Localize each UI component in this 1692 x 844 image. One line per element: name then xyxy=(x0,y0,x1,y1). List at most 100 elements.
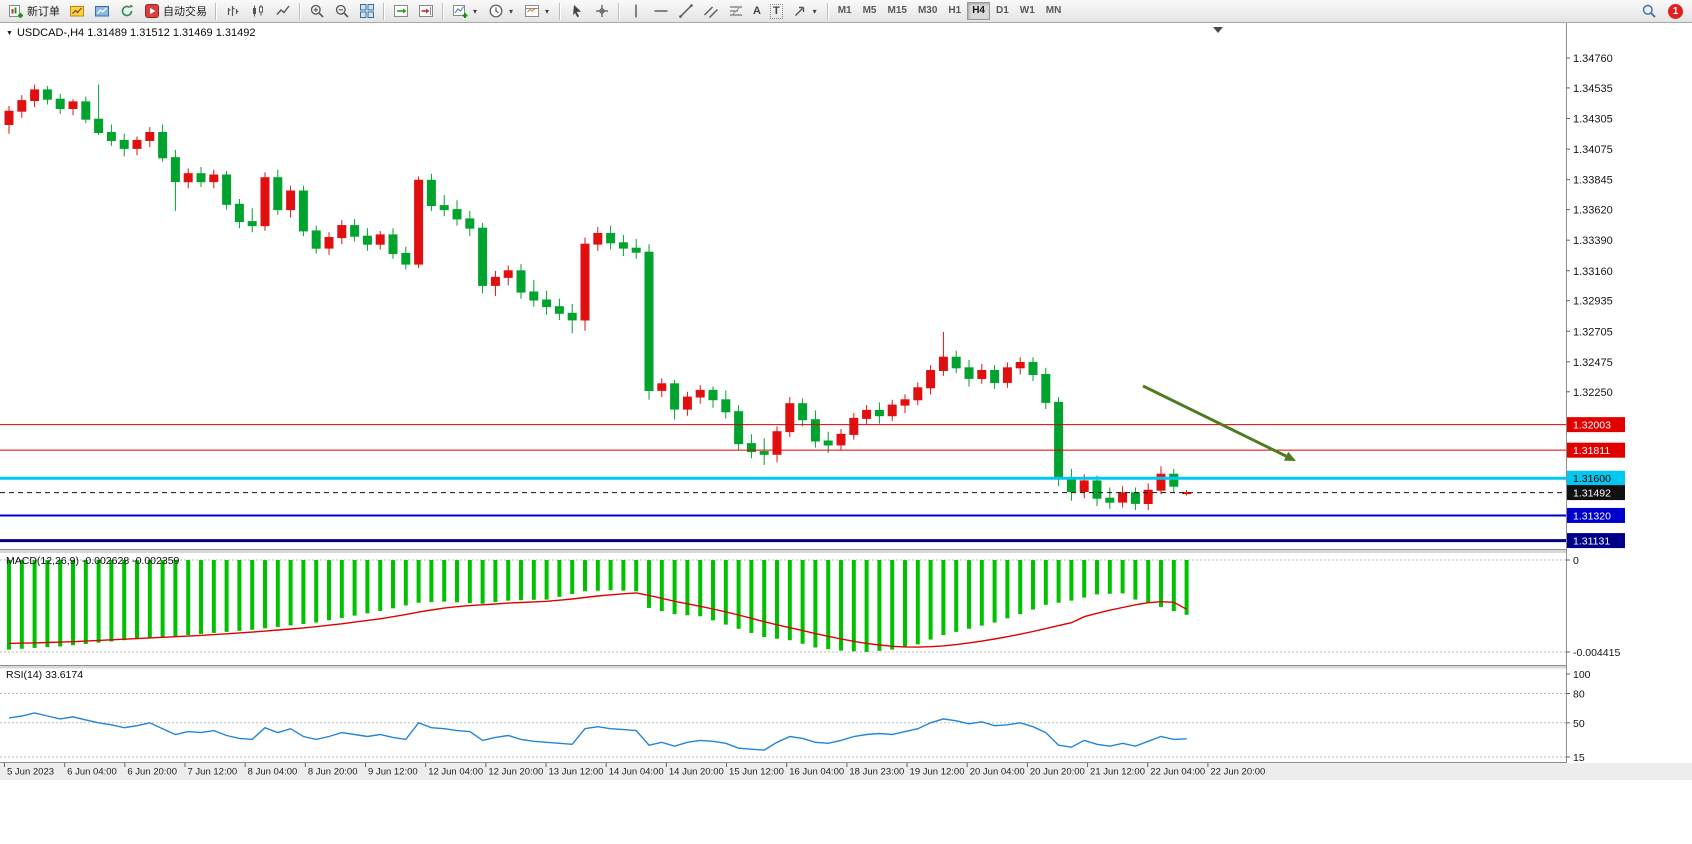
trendline-button[interactable] xyxy=(674,1,698,21)
macd-bar xyxy=(263,560,267,629)
time-axis-label: 12 Jun 04:00 xyxy=(428,767,483,778)
pane-splitter[interactable] xyxy=(0,666,1692,669)
timeframe-button-mn[interactable]: MN xyxy=(1041,2,1067,20)
price-badge xyxy=(1567,417,1625,433)
chart-title: USDCAD-,H4 1.31489 1.31512 1.31469 1.314… xyxy=(6,27,255,39)
candle xyxy=(222,174,232,205)
tile-windows-button[interactable] xyxy=(355,1,379,21)
timeframe-button-m15[interactable]: M15 xyxy=(883,2,912,20)
candle xyxy=(721,399,731,413)
trendline-icon xyxy=(679,4,693,18)
macd-bar xyxy=(634,560,639,592)
timeframe-button-h1[interactable]: H1 xyxy=(943,2,966,20)
candle xyxy=(1143,489,1153,505)
fibonacci-button[interactable] xyxy=(724,1,748,21)
macd-bar xyxy=(864,560,869,652)
timeframe-button-d1[interactable]: D1 xyxy=(991,2,1014,20)
cursor-button[interactable] xyxy=(565,1,589,21)
timeframe-button-m1[interactable]: M1 xyxy=(833,2,857,20)
candle xyxy=(17,100,27,112)
trend-arrow-head xyxy=(1283,451,1296,461)
candle xyxy=(401,253,411,265)
crosshair-button[interactable] xyxy=(590,1,614,21)
chart-shift-marker[interactable] xyxy=(1213,27,1223,33)
periods-button[interactable] xyxy=(484,1,519,21)
timeframe-button-w1[interactable]: W1 xyxy=(1015,2,1040,20)
bar-chart-icon xyxy=(227,6,239,16)
open-chart-icon xyxy=(70,6,84,17)
new-order-button[interactable]: 新订单 xyxy=(4,1,64,21)
price-axis-label: 1.32705 xyxy=(1573,326,1613,338)
chart-candles-button[interactable] xyxy=(246,1,270,21)
zoom-in-button[interactable] xyxy=(305,1,329,21)
candle xyxy=(836,433,846,446)
macd-bar xyxy=(903,560,907,648)
search-button[interactable] xyxy=(1637,1,1661,21)
open-chart-button[interactable] xyxy=(65,1,89,21)
macd-bar xyxy=(365,560,370,614)
timeframe-button-m5[interactable]: M5 xyxy=(858,2,882,20)
price-axis-label: 1.34305 xyxy=(1573,114,1613,126)
rsi-indicator-label: RSI(14) 33.6174 xyxy=(6,669,83,681)
text-tool-icon: A xyxy=(753,5,761,17)
chart-line-button[interactable] xyxy=(271,1,295,21)
zoom-out-icon xyxy=(335,4,349,18)
price-badge-value: 1.31320 xyxy=(1573,510,1611,522)
timeframe-button-m30[interactable]: M30 xyxy=(913,2,942,20)
ohlc-readout: 1.31489 1.31512 1.31469 1.31492 xyxy=(87,27,256,39)
candle xyxy=(30,89,40,102)
candle xyxy=(132,139,142,149)
macd-bar xyxy=(1146,560,1151,603)
notification-badge[interactable]: 1 xyxy=(1668,3,1683,19)
refresh-icon xyxy=(121,4,134,17)
price-axis-label: 1.34760 xyxy=(1573,53,1613,65)
time-axis[interactable] xyxy=(0,763,1692,780)
macd-bar xyxy=(1120,560,1125,594)
indicators-button[interactable] xyxy=(448,1,483,21)
trend-arrow[interactable] xyxy=(1142,384,1287,458)
zoom-out-button[interactable] xyxy=(330,1,354,21)
toolbar: 新订单 自动交易 xyxy=(0,0,1692,23)
clock-icon xyxy=(489,4,503,18)
candle xyxy=(785,403,795,433)
candle xyxy=(580,243,590,321)
time-axis-label: 19 Jun 12:00 xyxy=(910,767,965,778)
toolbar-separator xyxy=(299,2,301,20)
macd-bar xyxy=(224,560,229,632)
time-axis-label: 21 Jun 12:00 xyxy=(1090,767,1145,778)
candle xyxy=(593,233,603,245)
macd-bar xyxy=(1184,560,1189,615)
candle xyxy=(1028,362,1038,375)
auto-scroll-button[interactable] xyxy=(389,1,413,21)
macd-bar xyxy=(672,560,677,615)
candle xyxy=(490,276,500,286)
arrow-tool-icon xyxy=(794,6,804,16)
macd-bar xyxy=(109,560,114,642)
auto-trading-button[interactable]: 自动交易 xyxy=(140,1,211,21)
price-badge xyxy=(1567,470,1625,486)
horizontal-line-button[interactable] xyxy=(649,1,673,21)
macd-bar xyxy=(7,560,11,650)
arrows-tool-button[interactable] xyxy=(788,1,823,21)
macd-bar xyxy=(723,560,728,625)
macd-bar xyxy=(787,560,792,641)
timeframe-button-h4[interactable]: H4 xyxy=(967,2,990,20)
macd-bar xyxy=(839,560,843,651)
chart-background xyxy=(0,23,1692,844)
pane-splitter[interactable] xyxy=(0,550,1692,553)
candlestick-chart-icon xyxy=(253,5,263,17)
time-axis-label: 14 Jun 20:00 xyxy=(669,767,724,778)
candle xyxy=(849,417,859,435)
refresh-button[interactable] xyxy=(115,1,139,21)
chart-bars-button[interactable] xyxy=(221,1,245,21)
profiles-button[interactable] xyxy=(90,1,114,21)
channel-button[interactable] xyxy=(699,1,723,21)
price-axis[interactable] xyxy=(1566,23,1692,780)
text-tool-button[interactable]: A xyxy=(749,1,765,21)
crosshair-icon xyxy=(596,5,608,17)
templates-button[interactable] xyxy=(520,1,555,21)
label-tool-button[interactable]: T xyxy=(766,1,787,21)
vertical-line-button[interactable] xyxy=(624,1,648,21)
chart-shift-button[interactable] xyxy=(414,1,438,21)
